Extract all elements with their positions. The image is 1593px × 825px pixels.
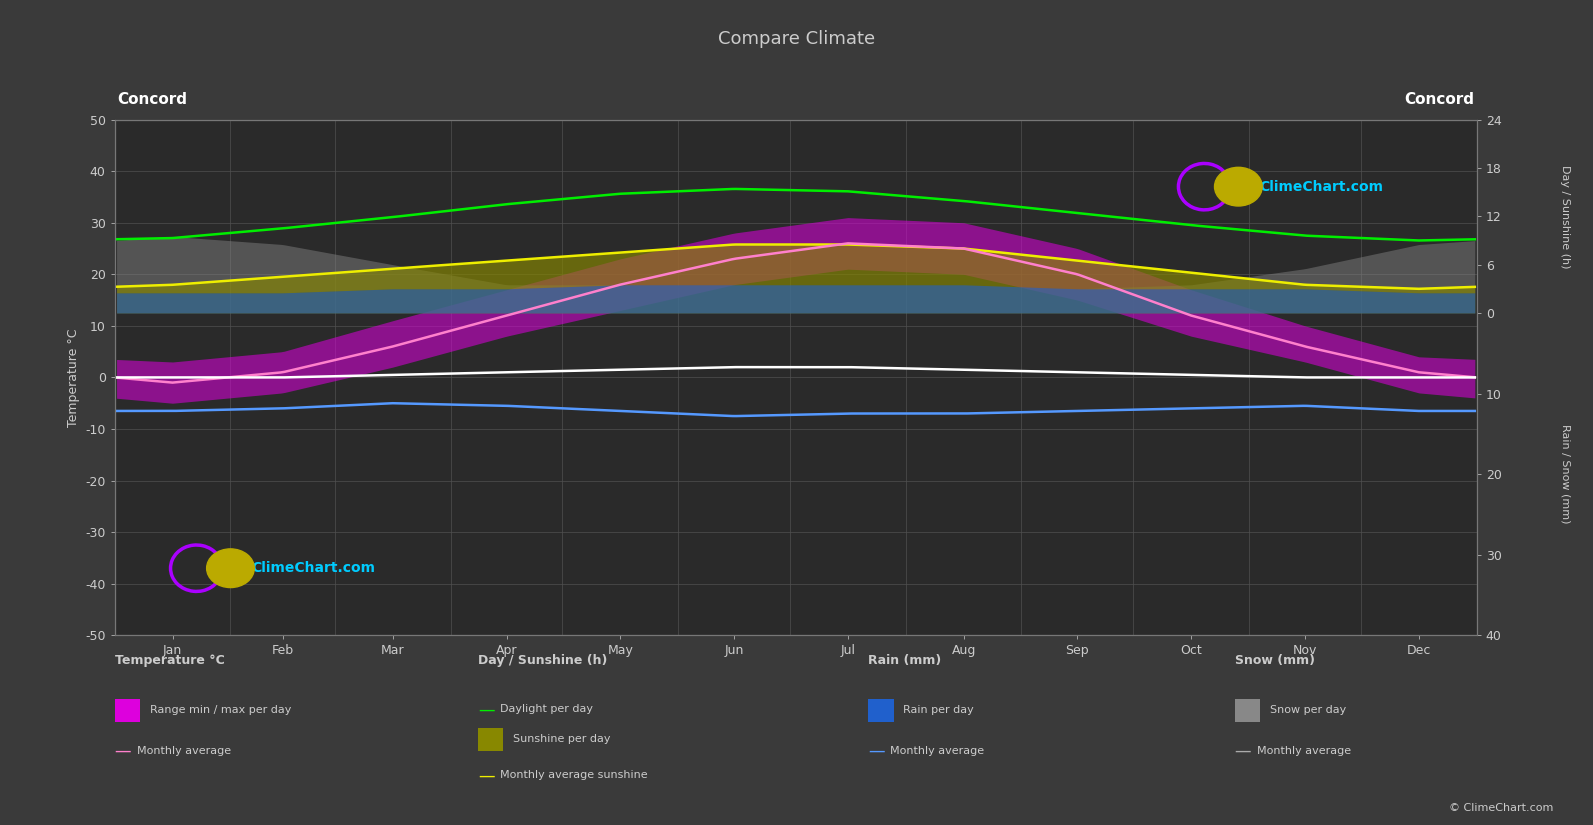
Text: Monthly average: Monthly average <box>137 746 231 756</box>
Text: Rain (mm): Rain (mm) <box>868 654 941 667</box>
Text: Monthly average: Monthly average <box>1257 746 1351 756</box>
Ellipse shape <box>1214 167 1262 206</box>
Text: Concord: Concord <box>1403 92 1474 106</box>
Text: Snow per day: Snow per day <box>1270 705 1346 715</box>
Text: —: — <box>868 742 884 760</box>
Text: Compare Climate: Compare Climate <box>718 30 875 48</box>
Text: —: — <box>478 700 494 719</box>
Text: © ClimeChart.com: © ClimeChart.com <box>1448 803 1553 813</box>
Text: Day / Sunshine (h): Day / Sunshine (h) <box>478 654 607 667</box>
Text: Rain / Snow (mm): Rain / Snow (mm) <box>1560 424 1571 524</box>
Text: —: — <box>478 766 494 785</box>
Text: Temperature °C: Temperature °C <box>115 654 225 667</box>
Ellipse shape <box>207 549 255 587</box>
Text: Range min / max per day: Range min / max per day <box>150 705 292 715</box>
Text: Rain per day: Rain per day <box>903 705 973 715</box>
Text: Snow (mm): Snow (mm) <box>1235 654 1314 667</box>
Text: Monthly average: Monthly average <box>890 746 984 756</box>
Text: ClimeChart.com: ClimeChart.com <box>1258 180 1383 194</box>
Text: Concord: Concord <box>118 92 188 106</box>
Text: ClimeChart.com: ClimeChart.com <box>252 561 374 575</box>
Text: Monthly average sunshine: Monthly average sunshine <box>500 771 648 780</box>
Text: —: — <box>1235 742 1251 760</box>
Y-axis label: Temperature °C: Temperature °C <box>67 328 80 427</box>
Text: Sunshine per day: Sunshine per day <box>513 734 610 744</box>
Text: —: — <box>115 742 131 760</box>
Text: Day / Sunshine (h): Day / Sunshine (h) <box>1560 164 1571 268</box>
Text: Daylight per day: Daylight per day <box>500 705 593 714</box>
